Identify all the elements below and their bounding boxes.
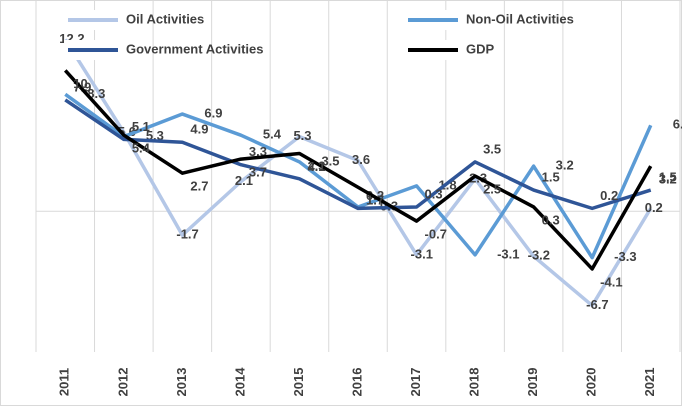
x-tick-label: 2021 xyxy=(642,368,657,397)
data-label: 1.5 xyxy=(542,170,560,185)
data-label: 4.9 xyxy=(190,122,208,137)
data-label: 0.2 xyxy=(645,200,663,215)
x-tick-label: 2016 xyxy=(349,368,364,397)
x-tick-label: 2020 xyxy=(584,368,599,397)
data-label: 6.9 xyxy=(204,105,222,120)
data-label: 5.1 xyxy=(132,119,150,134)
series-line xyxy=(63,69,653,271)
data-label: 2.1 xyxy=(235,173,253,188)
data-label: 0.2 xyxy=(600,188,618,203)
x-tick-label: 2012 xyxy=(115,368,130,397)
data-label: -6.7 xyxy=(586,297,608,312)
legend-label: Oil Activities xyxy=(126,11,204,26)
x-tick-label: 2011 xyxy=(57,368,72,396)
x-tick-label: 2017 xyxy=(408,368,423,397)
data-label: 1.7 xyxy=(366,193,384,208)
legend-label: Government Activities xyxy=(126,41,264,56)
series-line xyxy=(64,98,652,211)
x-tick-label: 2018 xyxy=(467,368,482,397)
x-tick-label: 2014 xyxy=(232,367,247,397)
x-tick-label: 2019 xyxy=(525,368,540,397)
data-label: 5.4 xyxy=(132,141,151,156)
data-label: -3.1 xyxy=(497,246,519,261)
data-label: -4.1 xyxy=(600,274,622,289)
x-tick-label: 2015 xyxy=(291,368,306,397)
data-label: 2.7 xyxy=(190,179,208,194)
data-label: -0.7 xyxy=(425,226,447,241)
data-label: 3.6 xyxy=(352,152,370,167)
legend-label: GDP xyxy=(466,41,495,56)
data-label: 3.5 xyxy=(483,141,501,156)
data-label: -1.7 xyxy=(176,227,198,242)
data-label: -3.1 xyxy=(411,246,433,261)
data-label: 5.3 xyxy=(293,128,311,143)
data-label: 3.7 xyxy=(249,165,267,180)
data-label: 5.4 xyxy=(263,127,282,142)
data-label: -3.3 xyxy=(614,249,636,264)
data-label: 6.1 xyxy=(673,117,682,132)
data-label: 2.5 xyxy=(483,181,501,196)
data-label: 4.1 xyxy=(307,159,325,174)
data-label: 0.3 xyxy=(542,212,560,227)
data-label: 8.3 xyxy=(87,86,105,101)
legend-label: Non-Oil Activities xyxy=(466,11,574,26)
data-label: 1.5 xyxy=(659,170,677,185)
data-label: 3.2 xyxy=(556,158,574,173)
data-label: 3.5 xyxy=(321,153,339,168)
data-label: -3.2 xyxy=(528,248,550,263)
data-label: 3.2 xyxy=(659,172,677,187)
data-label: 10 xyxy=(73,76,87,91)
series-line xyxy=(63,38,653,308)
data-label: 0.3 xyxy=(425,186,443,201)
x-tick-label: 2013 xyxy=(174,368,189,397)
